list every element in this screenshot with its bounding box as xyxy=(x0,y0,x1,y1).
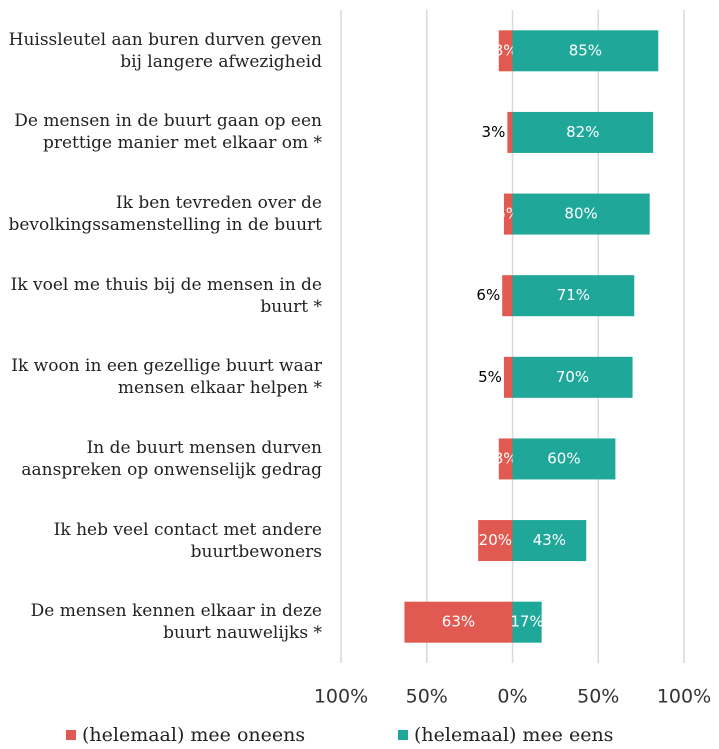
x-tick-label: 50% xyxy=(406,686,448,708)
data-label: 6% xyxy=(476,286,500,304)
bar xyxy=(512,601,542,643)
category-label: In de buurt mensen durven aanspreken op … xyxy=(21,437,322,480)
x-tick-label: 50% xyxy=(577,686,619,708)
bar xyxy=(507,111,513,153)
x-tick-label: 0% xyxy=(497,686,527,708)
bar xyxy=(512,275,635,317)
series xyxy=(512,30,659,643)
data-label: 20% xyxy=(479,531,512,549)
bar xyxy=(512,520,587,562)
bar xyxy=(512,193,650,235)
bar xyxy=(512,111,654,153)
bar xyxy=(503,193,513,235)
bar xyxy=(498,438,513,480)
data-label: 8% xyxy=(494,41,518,59)
data-label: 85% xyxy=(569,41,602,59)
x-tick-label: 100% xyxy=(657,686,711,708)
data-label: 63% xyxy=(442,613,475,631)
data-label: 5% xyxy=(478,368,502,386)
data-label: 70% xyxy=(556,368,589,386)
data-label: 60% xyxy=(547,449,580,467)
legend-label: (helemaal) mee eens xyxy=(414,724,614,746)
data-label: 43% xyxy=(533,531,566,549)
legend-swatch xyxy=(66,730,76,740)
data-label: 80% xyxy=(564,205,597,223)
category-label: Ik ben tevreden over de bevolkingssamens… xyxy=(8,193,322,236)
category-label: Ik heb veel contact met andere buurtbewo… xyxy=(53,519,322,562)
bar xyxy=(478,520,513,562)
series-labels: 85% 82% 80% 71% 70% 60% 43% 17% xyxy=(510,41,602,630)
bar xyxy=(512,356,633,398)
data-label: 8% xyxy=(494,449,518,467)
x-tick-label: 100% xyxy=(314,686,368,708)
grid xyxy=(340,10,685,663)
series xyxy=(404,30,513,643)
data-label: 17% xyxy=(510,613,543,631)
bar xyxy=(502,275,513,317)
category-label: Ik voel me thuis bij de mensen in de buu… xyxy=(10,274,322,317)
bar xyxy=(512,30,659,72)
category-label: De mensen in de buurt gaan op een pretti… xyxy=(14,111,322,154)
legend-item: (helemaal) mee oneens xyxy=(66,724,305,746)
category-label: Ik woon in een gezellige buurt waar mens… xyxy=(11,356,322,399)
category-label: Huissleutel aan buren durven geven bij l… xyxy=(8,29,322,72)
bar xyxy=(503,356,513,398)
bar xyxy=(498,30,513,72)
bar xyxy=(404,601,513,643)
category-label: De mensen kennen elkaar in deze buurt na… xyxy=(30,601,322,644)
data-label: 3% xyxy=(482,123,506,141)
data-label: 82% xyxy=(566,123,599,141)
legend-item: (helemaal) mee eens xyxy=(398,724,613,746)
bar xyxy=(512,438,616,480)
data-label: 71% xyxy=(557,286,590,304)
legend-swatch xyxy=(398,730,408,740)
legend-label: (helemaal) mee oneens xyxy=(82,724,306,746)
